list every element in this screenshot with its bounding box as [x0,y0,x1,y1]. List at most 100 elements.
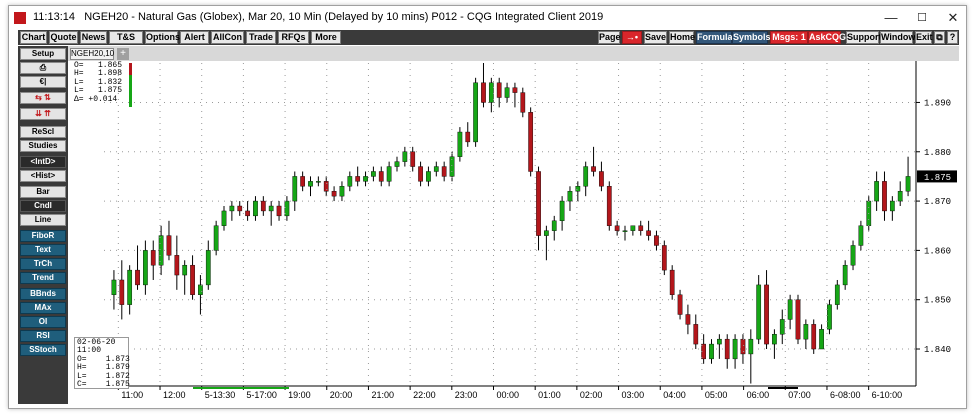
candle-body [253,200,258,217]
candle-body [221,210,227,226]
candle-body [410,151,416,167]
chart-area[interactable]: 1.890 1.880 1.870 1.860 1.850 1.840 11:00 12:00… [68,61,959,404]
y-tick-label: 1.840 [924,345,951,355]
menu-rfqs[interactable]: RFQs [278,31,309,44]
x-tick-label: 00:00 [496,390,519,400]
messages-button[interactable]: Msgs: 1 [770,31,808,44]
sstoch-button[interactable]: SStoch [20,344,66,356]
candle-body [709,343,714,360]
help-button[interactable]: ? [947,31,958,44]
minimize-button[interactable]: — [884,10,898,25]
candle-body [496,82,502,98]
info-low: L= 1.832 [74,77,123,87]
candle-body [418,166,423,182]
info-last: L= 1.875 [74,86,123,96]
candle-body [889,200,895,212]
cqg-logo-icon [14,12,26,24]
last-price-marker [917,170,957,183]
candle-body [717,338,722,345]
restore-icon[interactable]: ⧉ [934,31,945,44]
setup-button[interactable]: Setup [20,48,66,60]
candle-body [512,87,518,93]
bar-button[interactable]: Bar [20,186,66,198]
trend-button[interactable]: Trend [20,272,66,284]
page-arrows-button[interactable]: →• [622,31,642,44]
menu-options[interactable]: Options [145,31,180,44]
y-tick-label: 1.880 [924,148,951,158]
page-button[interactable]: Page [598,31,621,44]
symbols-button[interactable]: Symbols [732,31,771,44]
candle-body [213,225,219,251]
candle-body [119,279,125,305]
studies-button[interactable]: Studies [20,140,66,152]
candle-button[interactable]: Cndl [20,200,66,212]
add-tab-button[interactable]: + [117,48,129,60]
intraday-button[interactable]: <IntD> [20,156,66,168]
menu-chart[interactable]: Chart [20,31,47,44]
candle-body [567,191,573,202]
session-bar [193,387,289,389]
askcqg-button[interactable]: AskCQG [808,31,847,44]
save-button[interactable]: Save [644,31,667,44]
x-tick-label: 11:00 [121,390,143,400]
menu-alert[interactable]: Alert [180,31,209,44]
support-button[interactable]: Support [846,31,882,44]
candle-body [764,284,769,345]
window-button[interactable]: Window [880,31,916,44]
candle-body [426,171,431,182]
candle-body [772,334,777,345]
bbands-button[interactable]: BBnds [20,288,66,300]
candle-body [654,235,659,246]
menu-trade[interactable]: Trade [246,31,276,44]
menu-quote[interactable]: Quote [49,31,78,44]
home-button[interactable]: Home [669,31,696,44]
text-button[interactable]: Text [20,244,66,256]
candlestick-chart[interactable]: 1.890 1.880 1.870 1.860 1.850 1.840 11:00 12:00… [68,61,959,404]
cursor-tool-button[interactable]: €| [20,76,66,88]
menu-more[interactable]: More [311,31,341,44]
info-top: O= 1.865 H= 1.898 L= 1.832 L= 1.875 Δ= +0.01… [74,61,123,104]
maximize-button[interactable]: ☐ [917,12,927,24]
rescale-button[interactable]: ReScl [20,126,66,138]
scroll-arrows-button[interactable]: ⇆ ⇅ [20,92,66,104]
candle-body [740,338,746,355]
print-icon[interactable]: ⎙ [20,62,66,74]
x-tick-label: 12:00 [163,390,186,400]
formula-button[interactable]: Formula [696,31,733,44]
candle-body [811,324,817,350]
menu-ts[interactable]: T&S [109,31,143,44]
max-button[interactable]: MAx [20,302,66,314]
chart-tab[interactable]: NGEH20,10 [70,48,115,60]
line-button[interactable]: Line [20,214,66,226]
fibor-button[interactable]: FiboR [20,230,66,242]
candle-body [724,338,730,360]
candle-body [732,338,738,360]
menu-allcon[interactable]: AllCon [211,31,244,44]
candle-body [347,176,353,187]
x-tick-label: 5-13:30 [205,390,236,400]
candle-body [127,269,133,305]
candle-body [803,324,809,340]
history-button[interactable]: <Hist> [20,170,66,182]
candle-body [229,205,235,212]
trch-button[interactable]: TrCh [20,258,66,270]
candle-body [308,181,313,187]
candle-body [198,284,203,295]
zoom-arrows-button[interactable]: ⇊ ⇈ [20,108,66,120]
cursor-high: H= 1.879 [77,363,130,373]
x-tick-label: 5-17:00 [246,390,277,400]
info-bar-red [129,63,132,75]
candle-body [520,92,526,113]
candle-body [205,250,211,286]
candle-body [638,225,644,231]
candle-body [779,319,785,335]
info-bar-green [129,75,132,107]
candle-body [693,324,699,345]
rsi-button[interactable]: RSI [20,330,66,342]
x-tick-label: 02:00 [580,390,603,400]
menu-news[interactable]: News [80,31,107,44]
close-button[interactable]: ✕ [947,10,959,25]
oi-button[interactable]: OI [20,316,66,328]
candle-body [661,245,667,271]
exit-button[interactable]: Exit [915,31,933,44]
